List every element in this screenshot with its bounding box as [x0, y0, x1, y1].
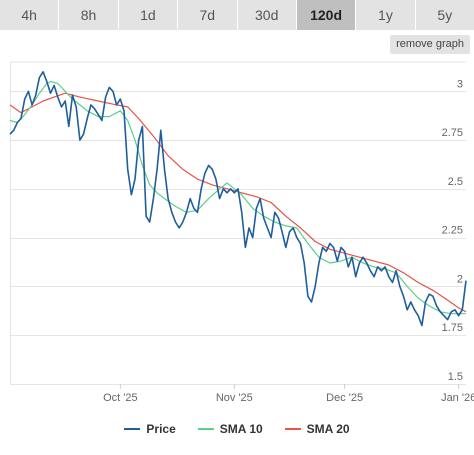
tab-1d[interactable]: 1d	[118, 0, 178, 30]
price-swatch	[124, 428, 141, 430]
series-line-sma10	[9, 80, 466, 315]
timeframe-tabs: 4h 8h 1d 7d 30d 120d 1y 5y	[0, 0, 474, 30]
x-axis-labels: Oct '25 Nov '25 Dec '25 Jan '26	[103, 384, 474, 404]
tab-5y[interactable]: 5y	[415, 0, 474, 30]
chart-legend: Price SMA 10 SMA 20	[0, 420, 474, 438]
legend-label-sma10: SMA 10	[219, 422, 263, 436]
price-chart: 1.5 1.75 2 2.25 2.5 2.75 3 Oct '25 Nov '25 Dec '…	[9, 61, 474, 404]
tab-7d[interactable]: 7d	[178, 0, 237, 30]
y-tick-label: 2	[457, 273, 463, 285]
x-tick-label: Dec '25	[326, 392, 363, 404]
sma10-swatch	[197, 428, 214, 430]
y-axis-labels: 1.5 1.75 2 2.25 2.5 2.75 3	[442, 78, 463, 383]
tab-1y[interactable]: 1y	[356, 0, 415, 30]
legend-item-sma20[interactable]: SMA 20	[284, 422, 350, 436]
legend-label-price: Price	[146, 422, 176, 436]
y-tick-label: 1.5	[448, 371, 463, 383]
series-lines	[9, 71, 467, 327]
y-tick-label: 2.25	[442, 225, 463, 237]
remove-graph-button[interactable]: remove graph	[390, 35, 470, 54]
y-tick-label: 2.75	[442, 127, 463, 139]
legend-item-price[interactable]: Price	[124, 422, 176, 436]
tab-8h[interactable]: 8h	[59, 0, 118, 30]
sma20-swatch	[284, 428, 301, 430]
x-tick-label: Nov '25	[216, 392, 253, 404]
legend-label-sma20: SMA 20	[306, 422, 350, 436]
x-tick-label: Oct '25	[103, 392, 138, 404]
tab-4h[interactable]: 4h	[0, 0, 59, 30]
grid-lines	[10, 61, 466, 385]
series-line-price	[9, 71, 467, 327]
tab-30d[interactable]: 30d	[237, 0, 296, 30]
y-tick-label: 1.75	[442, 322, 463, 334]
x-tick-label: Jan '26	[441, 392, 474, 404]
y-tick-label: 3	[457, 78, 463, 90]
legend-item-sma10[interactable]: SMA 10	[197, 422, 263, 436]
y-tick-label: 2.5	[448, 176, 463, 188]
tab-120d[interactable]: 120d	[296, 0, 356, 30]
